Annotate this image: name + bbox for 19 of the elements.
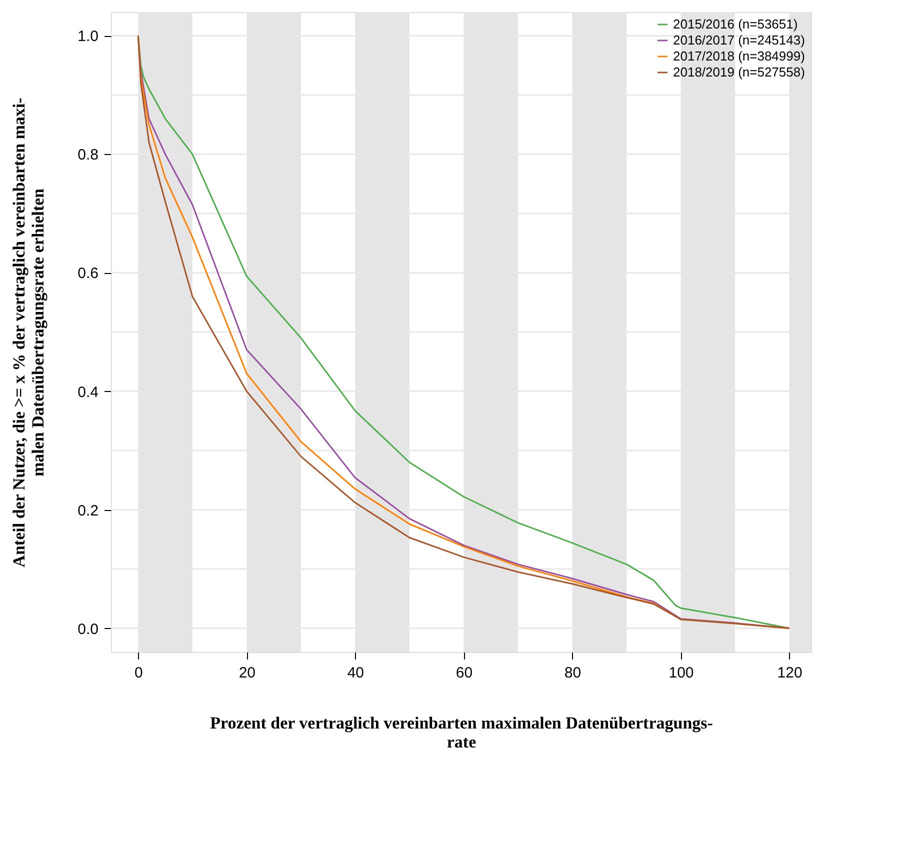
- legend-label: 2018/2019 (n=527558): [673, 64, 805, 80]
- x-axis-title: Prozent der vertraglich vereinbarten maximalen Datenübertragungs- rate: [210, 714, 714, 752]
- y-tick-label: 1.0: [78, 28, 98, 46]
- y-tick-label: 0.0: [78, 620, 98, 638]
- legend-label: 2016/2017 (n=245143): [673, 32, 805, 48]
- legend-label: 2015/2016 (n=53651): [673, 16, 798, 32]
- x-tick-label: 120: [777, 664, 802, 682]
- y-tick-label: 0.8: [78, 146, 98, 164]
- x-tick-label: 40: [347, 664, 364, 682]
- x-tick-label: 100: [668, 664, 694, 682]
- y-tick-label: 0.4: [78, 384, 98, 401]
- y-axis-title: Anteil der Nutzer, die >= x % der vertraglich vereinbarten maxi- malen Datenübertragungsrate erhielten: [10, 97, 48, 568]
- y-tick-label: 0.6: [78, 265, 98, 282]
- y-tick-label: 0.2: [78, 502, 98, 520]
- x-tick-label: 60: [456, 664, 473, 682]
- legend-label: 2017/2018 (n=384999): [673, 48, 805, 64]
- x-tick-label: 20: [238, 664, 256, 682]
- x-tick-label: 80: [564, 664, 582, 682]
- x-tick-label: 0: [134, 664, 143, 682]
